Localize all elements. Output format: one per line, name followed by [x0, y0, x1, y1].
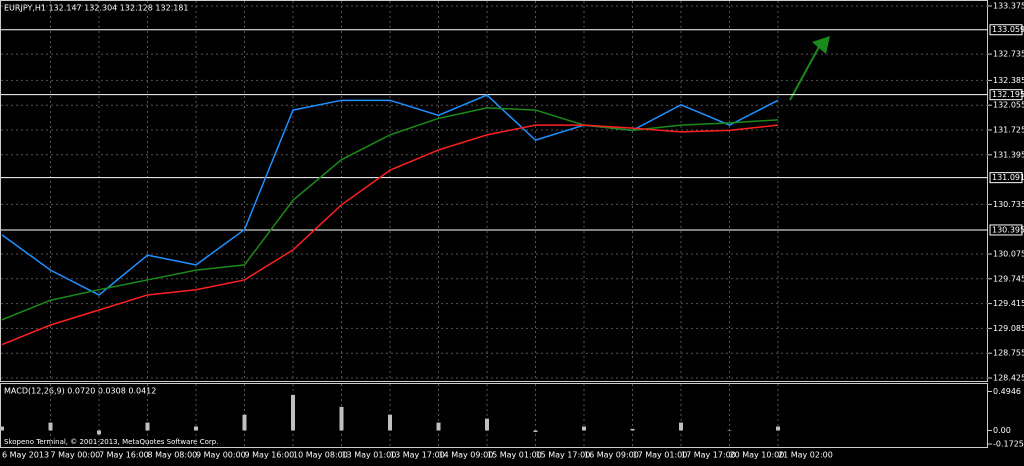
x-tick-label: 9 May 16:00 — [245, 451, 295, 460]
trend-arrow-head — [812, 36, 830, 54]
x-tick-label: 15 May 17:00 — [536, 451, 591, 460]
x-tick-label: 16 May 09:00 — [584, 451, 639, 460]
y-tick-label: 133.375 — [993, 2, 1024, 11]
x-tick-label: 15 May 01:00 — [487, 451, 542, 460]
x-tick-label: 8 May 08:00 — [148, 451, 198, 460]
macd-bar — [194, 426, 198, 431]
level-label: 133.059 — [992, 25, 1024, 34]
x-tick-label: 17 May 17:00 — [681, 451, 736, 460]
macd-bar — [582, 426, 586, 431]
y-tick-label: 129.745 — [993, 274, 1024, 283]
macd-bar — [630, 428, 635, 431]
y-tick-label: 132.385 — [993, 76, 1024, 85]
level-label-box — [989, 89, 1023, 101]
x-tick-label: 13 May 17:00 — [390, 451, 445, 460]
macd-tick-label: 0.4946 — [993, 387, 1021, 396]
level-label: 130.395 — [992, 225, 1024, 234]
macd-bar — [485, 418, 489, 431]
level-label-box — [989, 172, 1023, 184]
level-label: 131.091 — [992, 173, 1024, 182]
macd-bar — [727, 430, 732, 431]
x-tick-label: 6 May 2013 — [2, 451, 49, 460]
macd-bar — [48, 422, 53, 431]
y-tick-label: 130.075 — [993, 250, 1024, 259]
trend-arrow — [789, 44, 821, 101]
macd-bar — [776, 426, 780, 431]
x-tick-label: 7 May 00:00 — [51, 451, 101, 460]
y-tick-label: 128.425 — [993, 374, 1024, 383]
macd-bar — [145, 422, 150, 431]
macd-bar — [0, 426, 4, 431]
x-tick-label: 10 May 08:00 — [293, 451, 348, 460]
macd-bar — [97, 430, 101, 435]
macd-bar — [291, 395, 295, 431]
x-tick-label: 9 May 00:00 — [196, 451, 246, 460]
y-tick-label: 129.085 — [993, 324, 1024, 333]
x-tick-label: 14 May 09:00 — [439, 451, 494, 460]
x-tick-label: 21 May 02:00 — [778, 451, 833, 460]
macd-bar — [679, 422, 683, 431]
macd-frame — [0, 383, 988, 448]
y-tick-label: 131.395 — [993, 150, 1024, 159]
footer: Skopeno Terminal, © 2001-2013, MetaQuote… — [4, 438, 218, 446]
x-tick-label: 17 May 01:00 — [633, 451, 688, 460]
x-tick-label: 20 May 10:00 — [730, 451, 785, 460]
y-tick-label: 131.725 — [993, 126, 1024, 135]
price-line — [1, 124, 779, 346]
level-label: 132.195 — [992, 90, 1024, 99]
macd-bar — [242, 414, 247, 431]
macd-bar — [533, 430, 538, 433]
macd-header: MACD(12,26,9) 0.0720 0.0308 0.0412 — [4, 387, 156, 396]
symbol-header: EURJPY,H1 132.147 132.304 132.128 132.18… — [4, 4, 189, 13]
macd-tick-label: -0.1725 — [993, 440, 1024, 449]
x-tick-label: 7 May 16:00 — [99, 451, 149, 460]
y-tick-label: 130.735 — [993, 200, 1024, 209]
price-line — [1, 94, 779, 296]
macd-tick-label: 0.00 — [993, 426, 1011, 435]
main-frame — [0, 0, 988, 382]
y-tick-label: 132.055 — [993, 101, 1024, 110]
macd-bar — [339, 406, 344, 431]
level-label-box — [989, 224, 1023, 236]
macd-bar — [388, 414, 392, 431]
x-tick-label: 13 May 01:00 — [342, 451, 397, 460]
level-label-box — [989, 24, 1023, 36]
macd-bar — [436, 422, 441, 431]
y-tick-label: 132.735 — [993, 50, 1024, 59]
y-tick-label: 128.755 — [993, 349, 1024, 358]
y-tick-label: 129.415 — [993, 299, 1024, 308]
